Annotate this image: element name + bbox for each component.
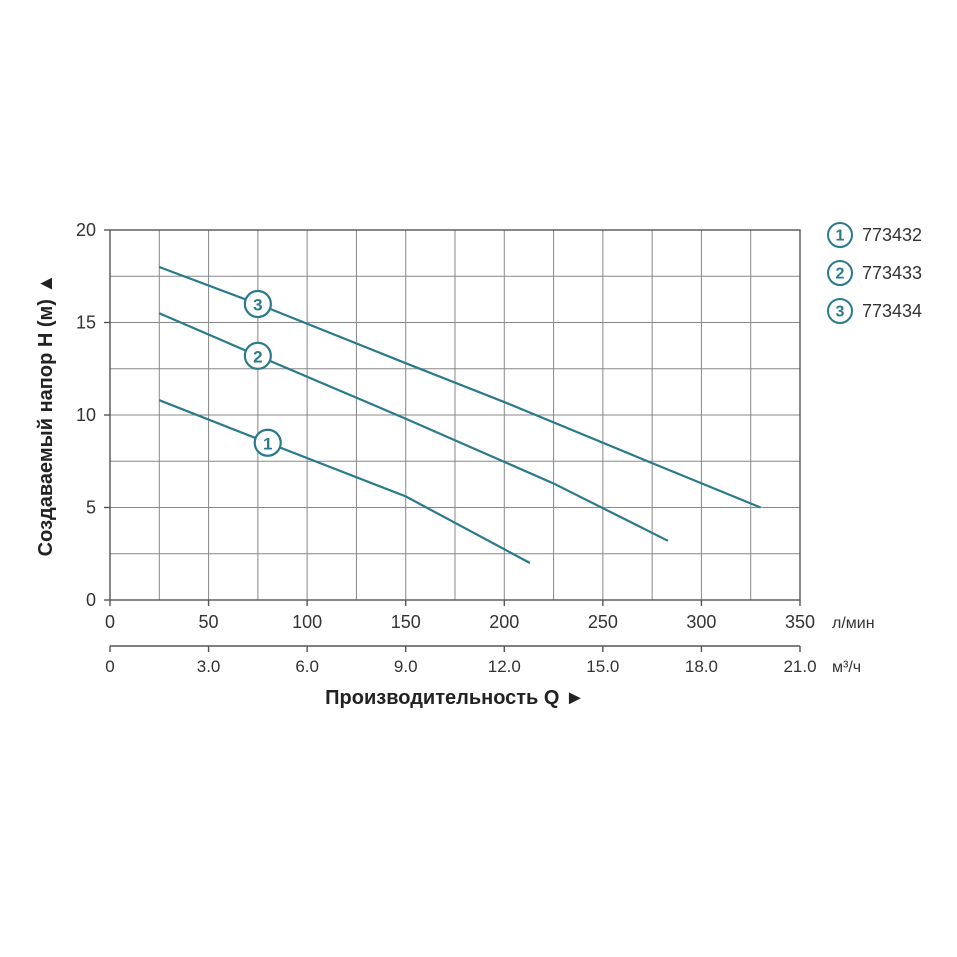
x-tick-label-lmin: 300 bbox=[686, 612, 716, 632]
legend-label-2: 773433 bbox=[862, 263, 922, 283]
x-tick-label-lmin: 200 bbox=[489, 612, 519, 632]
x-tick-label-m3h: 15.0 bbox=[586, 657, 619, 676]
series-badge-num-1: 1 bbox=[263, 434, 272, 453]
x-tick-label-m3h: 3.0 bbox=[197, 657, 221, 676]
x-unit-top: л/мин bbox=[832, 615, 875, 632]
y-tick-label: 15 bbox=[76, 313, 96, 333]
series-badge-num-2: 2 bbox=[253, 347, 262, 366]
y-axis-title: Создаваемый напор Н (м) ▲ bbox=[35, 274, 57, 557]
legend-badge-num-1: 1 bbox=[836, 228, 845, 245]
x-tick-label-m3h: 0 bbox=[105, 657, 114, 676]
y-tick-label: 0 bbox=[86, 590, 96, 610]
x-tick-label-m3h: 9.0 bbox=[394, 657, 418, 676]
y-tick-label: 10 bbox=[76, 405, 96, 425]
legend-label-1: 773432 bbox=[862, 225, 922, 245]
x-tick-label-lmin: 0 bbox=[105, 612, 115, 632]
x-tick-label-m3h: 18.0 bbox=[685, 657, 718, 676]
x-tick-label-lmin: 250 bbox=[588, 612, 618, 632]
series-badge-num-3: 3 bbox=[253, 296, 262, 315]
x-tick-label-lmin: 150 bbox=[391, 612, 421, 632]
x-tick-label-lmin: 350 bbox=[785, 612, 815, 632]
y-tick-label: 20 bbox=[76, 220, 96, 240]
y-tick-label: 5 bbox=[86, 498, 96, 518]
x-unit-bottom: м³/ч bbox=[832, 659, 861, 676]
x-tick-label-m3h: 21.0 bbox=[783, 657, 816, 676]
legend-badge-num-3: 3 bbox=[836, 304, 845, 321]
x-tick-label-lmin: 100 bbox=[292, 612, 322, 632]
x-tick-label-lmin: 50 bbox=[199, 612, 219, 632]
legend-badge-num-2: 2 bbox=[836, 266, 845, 283]
x-tick-label-m3h: 12.0 bbox=[488, 657, 521, 676]
x-tick-label-m3h: 6.0 bbox=[295, 657, 319, 676]
legend-label-3: 773434 bbox=[862, 301, 922, 321]
pump-performance-chart: 05101520050100150200250300350л/мин03.06.… bbox=[0, 0, 957, 957]
x-axis-title: Производительность Q ► bbox=[325, 687, 585, 709]
